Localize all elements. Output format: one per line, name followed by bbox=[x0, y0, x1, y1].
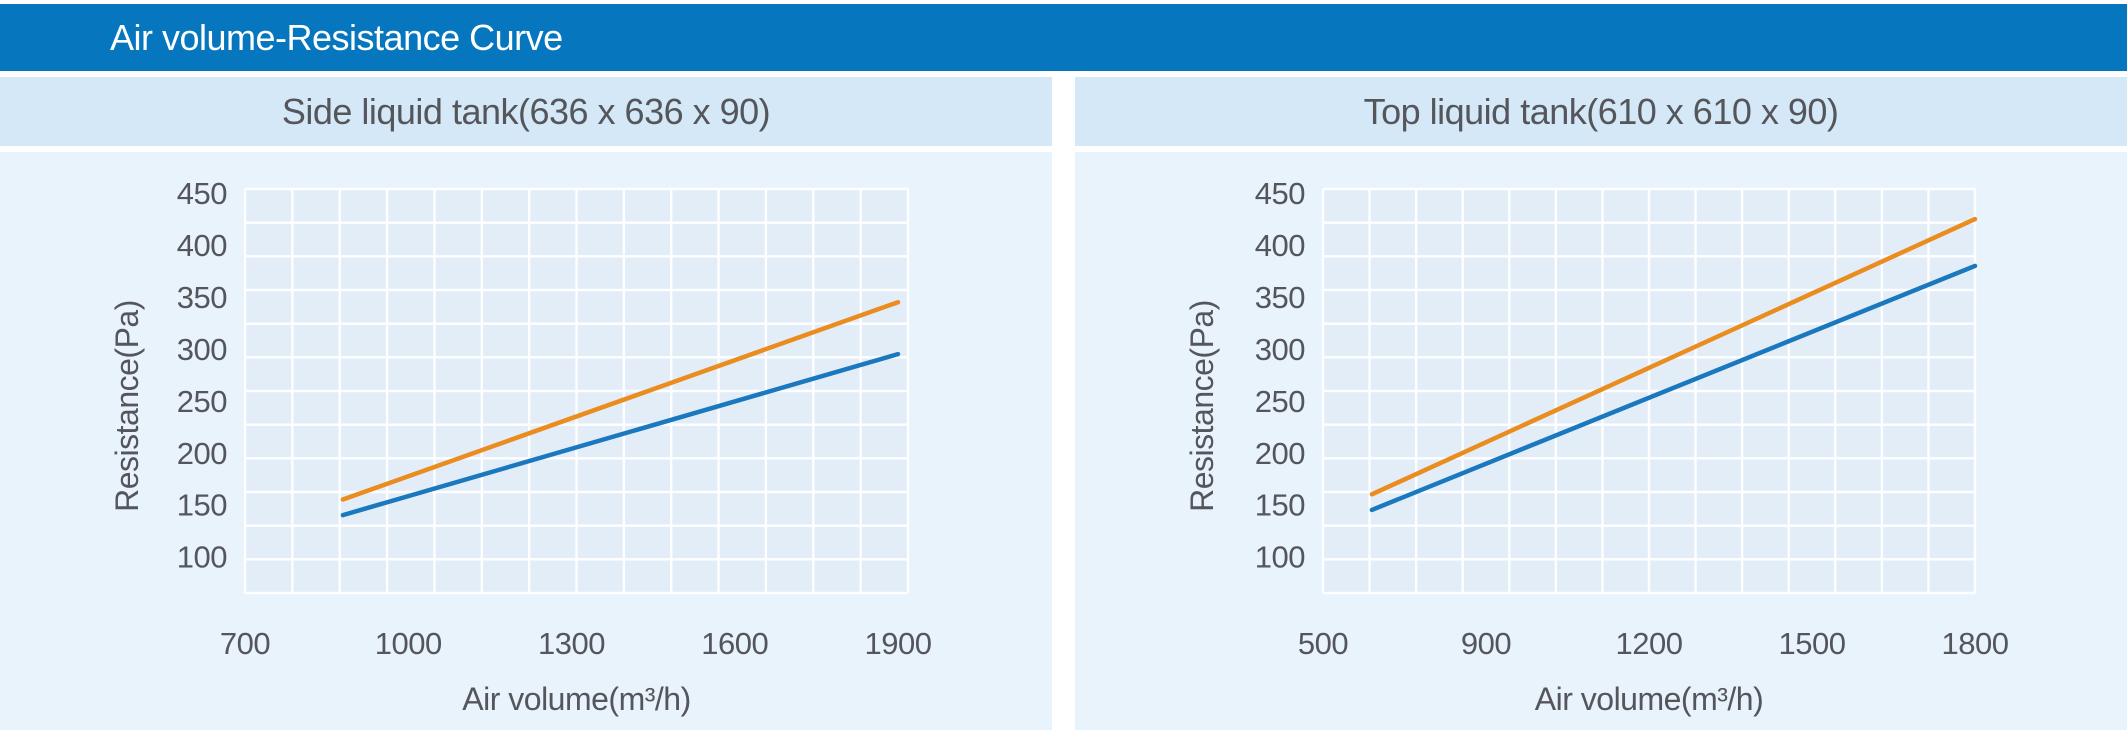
y-tick-label: 300 bbox=[177, 332, 227, 367]
x-tick-label: 700 bbox=[220, 626, 270, 661]
y-tick-labels: 100 150 200 250 300 350 400 450 bbox=[1255, 176, 1306, 575]
y-tick-label: 200 bbox=[1255, 436, 1305, 471]
orange-line bbox=[1369, 216, 1978, 497]
y-tick-label: 450 bbox=[177, 176, 227, 211]
x-tick-label: 1600 bbox=[701, 626, 768, 661]
panel-title-top: Top liquid tank(610 x 610 x 90) bbox=[1363, 91, 1839, 132]
panel-header-side: Side liquid tank(636 x 636 x 90) bbox=[0, 77, 1052, 146]
y-tick-label: 400 bbox=[1255, 228, 1305, 263]
orange-line bbox=[340, 299, 901, 502]
x-tick-label: 1000 bbox=[375, 626, 442, 661]
x-tick-label: 1500 bbox=[1779, 626, 1846, 661]
x-axis-title: Air volume(m³/h) bbox=[1535, 681, 1763, 717]
chart-area-side: 100 150 200 250 300 350 400 450 700 1000 1300 1600 1… bbox=[0, 152, 1052, 730]
panel-side-tank: Side liquid tank(636 x 636 x 90) 100 150 2… bbox=[0, 77, 1052, 730]
y-tick-label: 350 bbox=[1255, 280, 1305, 315]
panel-top-tank: Top liquid tank(610 x 610 x 90) 100 150 20… bbox=[1075, 77, 2127, 730]
y-tick-label: 400 bbox=[177, 228, 227, 263]
y-tick-labels: 100 150 200 250 300 350 400 450 bbox=[177, 176, 228, 575]
y-tick-label: 150 bbox=[177, 488, 227, 523]
x-tick-label: 1800 bbox=[1942, 626, 2009, 661]
top-tank-chart-canvas: 100 150 200 250 300 350 400 450 500 900 1200 1500 18… bbox=[1184, 176, 2009, 717]
y-tick-label: 250 bbox=[1255, 384, 1305, 419]
blue-line bbox=[1369, 263, 1978, 513]
x-tick-label: 1200 bbox=[1616, 626, 1683, 661]
x-tick-labels: 700 1000 1300 1600 1900 bbox=[220, 626, 932, 661]
y-tick-label: 250 bbox=[177, 384, 227, 419]
x-axis-title: Air volume(m³/h) bbox=[462, 681, 690, 717]
x-tick-label: 500 bbox=[1298, 626, 1348, 661]
y-tick-label: 350 bbox=[177, 280, 227, 315]
x-tick-label: 1900 bbox=[865, 626, 932, 661]
panel-header-top: Top liquid tank(610 x 610 x 90) bbox=[1075, 77, 2127, 146]
panel-title-side: Side liquid tank(636 x 636 x 90) bbox=[281, 91, 771, 132]
y-tick-label: 150 bbox=[1255, 488, 1305, 523]
y-tick-label: 100 bbox=[1255, 540, 1305, 575]
x-tick-label: 900 bbox=[1461, 626, 1511, 661]
x-tick-label: 1300 bbox=[538, 626, 605, 661]
grid-mesh bbox=[243, 187, 910, 595]
y-axis-title: Resistance(Pa) bbox=[1184, 300, 1220, 512]
y-axis-title: Resistance(Pa) bbox=[109, 300, 145, 512]
chart-area-top: 100 150 200 250 300 350 400 450 500 900 1200 1500 18… bbox=[1075, 152, 2127, 730]
page-title: Air volume-Resistance Curve bbox=[110, 17, 563, 58]
title-bar: Air volume-Resistance Curve bbox=[0, 4, 2127, 71]
y-tick-label: 450 bbox=[1255, 176, 1305, 211]
y-tick-label: 200 bbox=[177, 436, 227, 471]
y-tick-label: 300 bbox=[1255, 332, 1305, 367]
grid-mesh bbox=[1321, 187, 1977, 595]
y-tick-label: 100 bbox=[177, 540, 227, 575]
side-tank-chart-canvas: 100 150 200 250 300 350 400 450 700 1000 1300 1600 1… bbox=[109, 176, 932, 717]
blue-line bbox=[340, 351, 901, 518]
x-tick-labels: 500 900 1200 1500 1800 bbox=[1298, 626, 2009, 661]
